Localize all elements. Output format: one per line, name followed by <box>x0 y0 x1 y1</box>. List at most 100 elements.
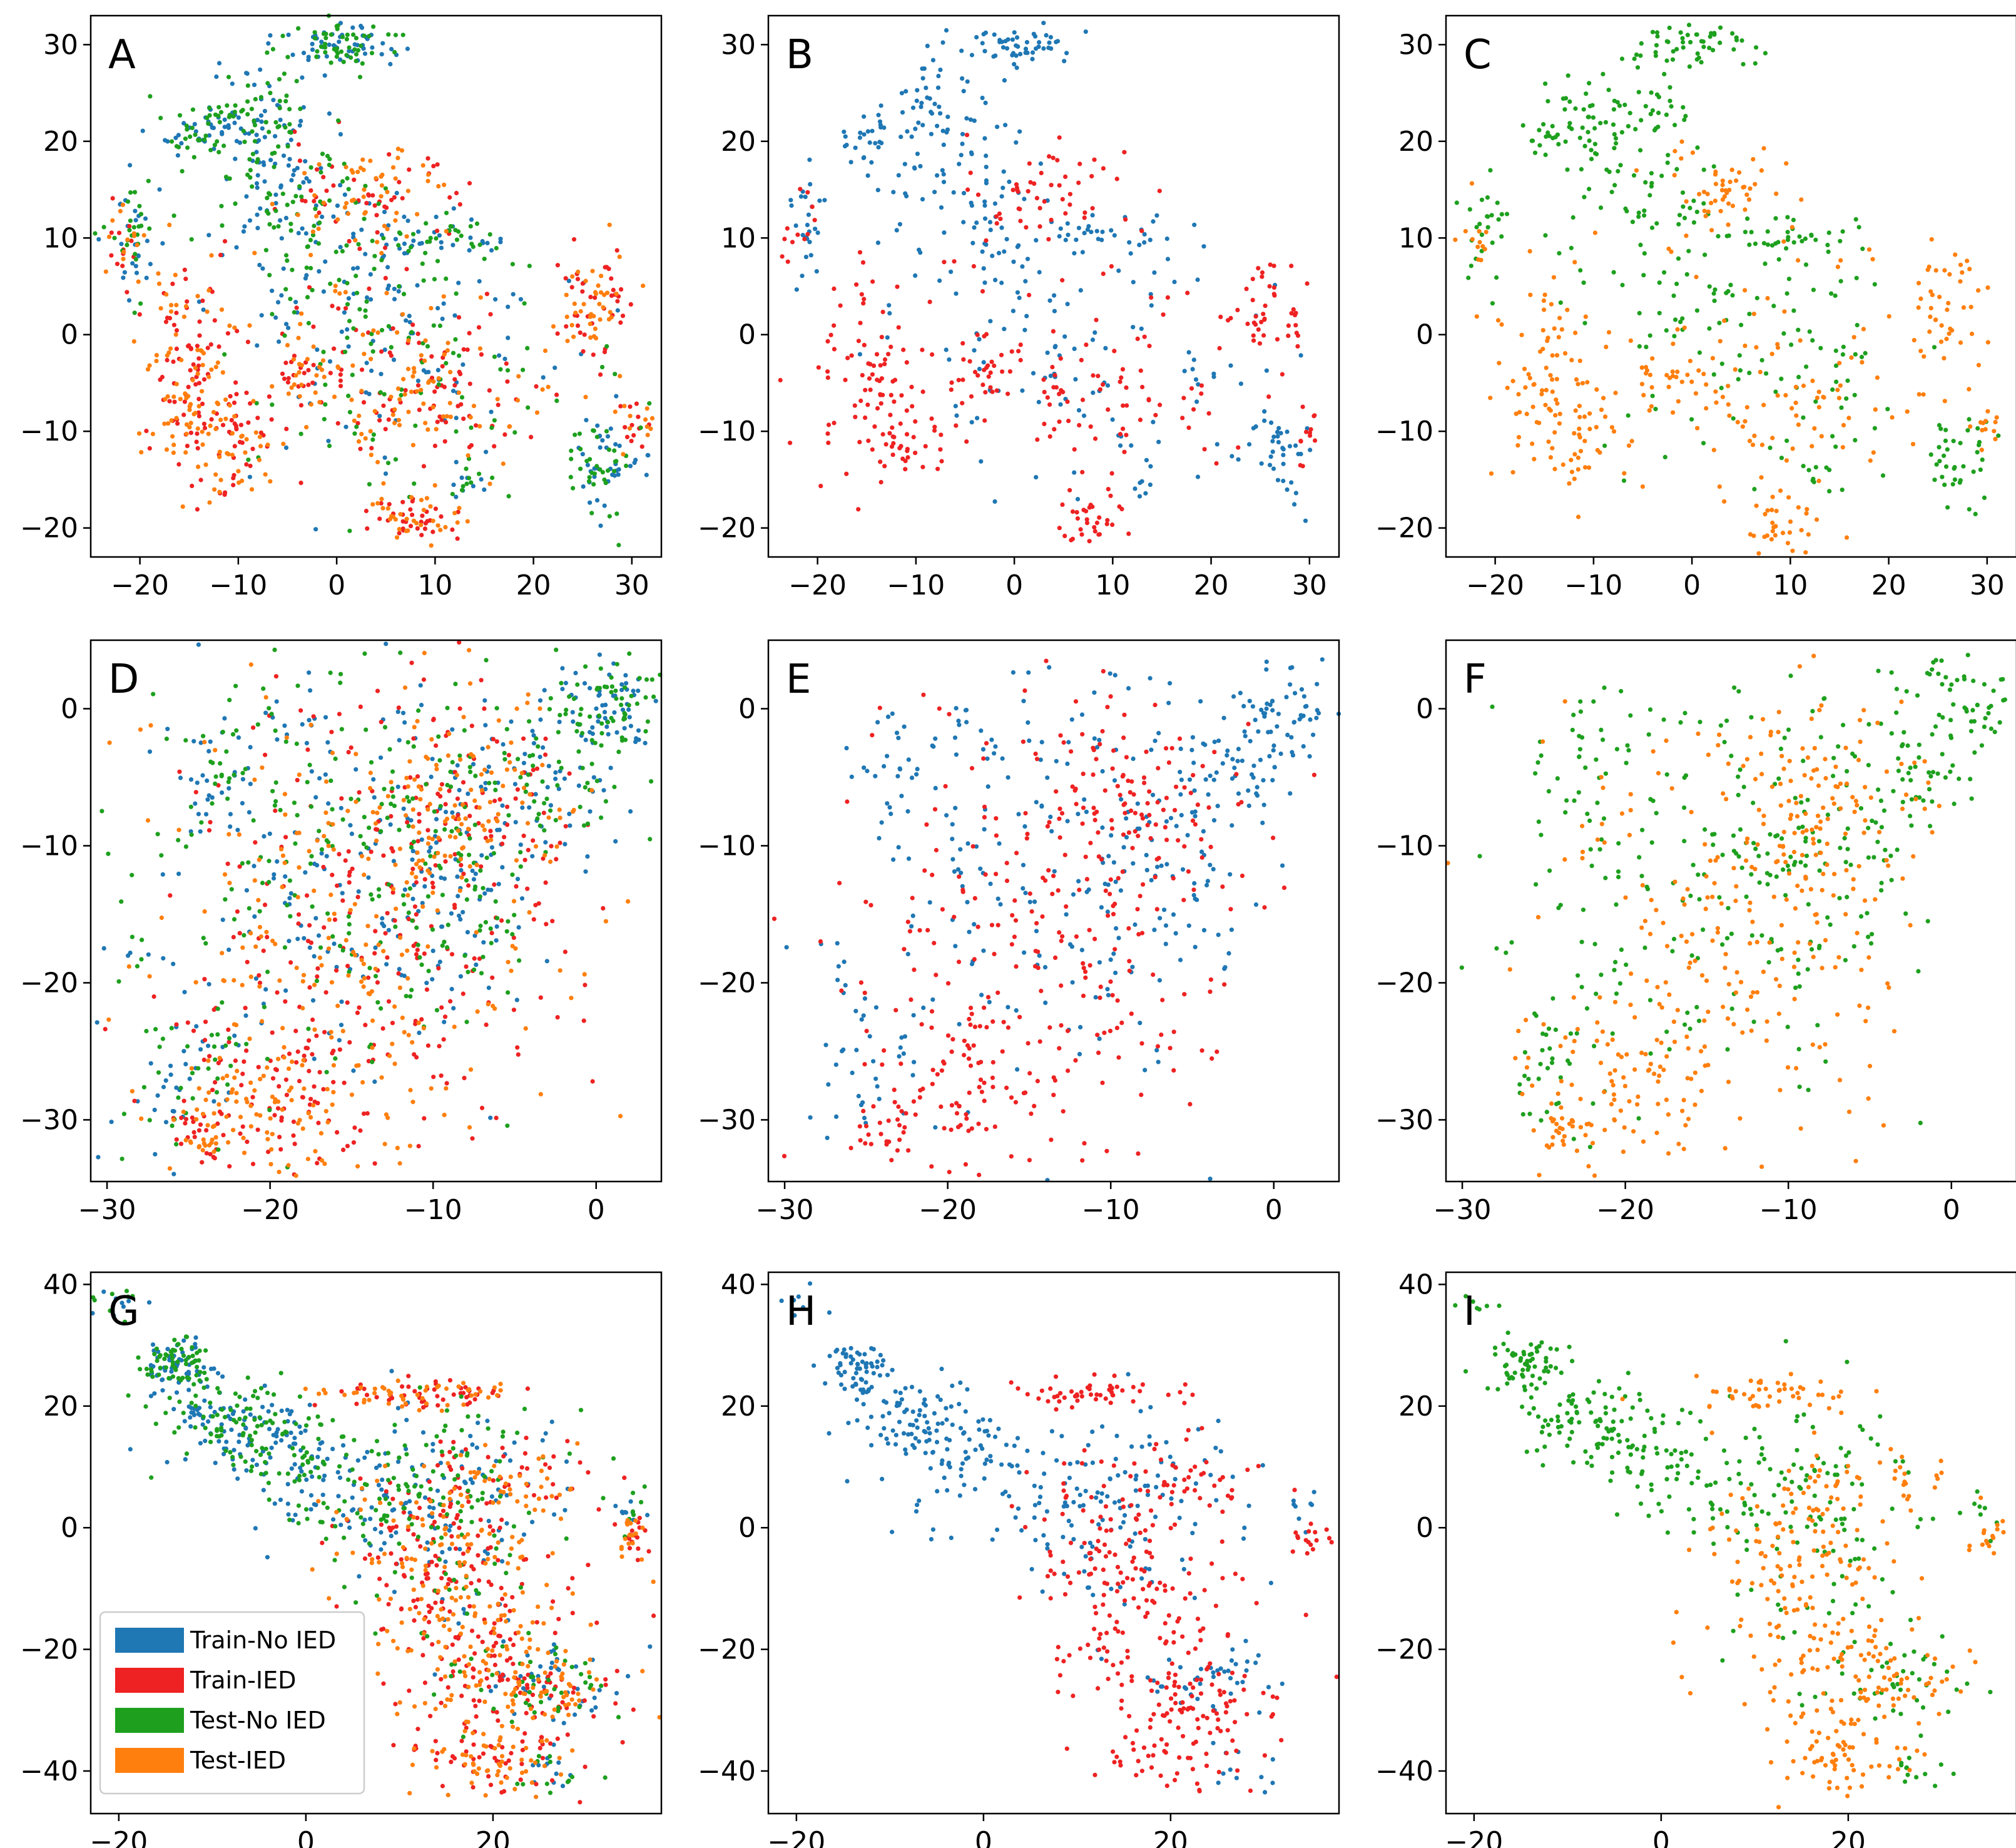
point-test-no-ied <box>629 693 634 698</box>
point-train-ied <box>244 1048 249 1053</box>
point-train-ied <box>489 931 494 936</box>
point-test-ied <box>354 752 359 757</box>
point-train-no-ied <box>291 172 296 178</box>
point-train-no-ied <box>1086 224 1091 229</box>
point-train-no-ied <box>407 314 412 319</box>
point-test-no-ied <box>345 280 350 286</box>
point-test-ied <box>1497 360 1502 365</box>
point-test-no-ied <box>421 278 426 283</box>
point-test-no-ied <box>220 730 225 735</box>
point-test-no-ied <box>219 773 224 779</box>
point-test-no-ied <box>382 725 388 730</box>
point-train-no-ied <box>303 870 308 875</box>
point-test-ied <box>349 1092 355 1097</box>
point-test-ied <box>156 281 162 286</box>
point-test-no-ied <box>254 401 259 406</box>
point-train-no-ied <box>198 829 203 834</box>
point-train-ied <box>343 858 348 863</box>
point-train-no-ied <box>96 1155 101 1160</box>
point-train-ied <box>332 346 337 351</box>
point-test-no-ied <box>272 803 277 808</box>
point-train-no-ied <box>1189 747 1194 753</box>
point-test-ied <box>130 1089 135 1094</box>
point-train-no-ied <box>255 225 260 230</box>
point-train-no-ied <box>1264 368 1269 373</box>
point-train-no-ied <box>306 54 311 59</box>
point-test-ied <box>280 884 285 889</box>
point-train-no-ied <box>369 297 374 302</box>
point-test-ied <box>212 487 217 492</box>
point-test-no-ied <box>280 191 285 197</box>
point-train-ied <box>1063 174 1068 179</box>
point-train-no-ied <box>1187 777 1193 782</box>
point-test-ied <box>1835 264 1840 269</box>
point-test-ied <box>232 414 237 419</box>
point-train-no-ied <box>419 703 424 708</box>
point-train-no-ied <box>1278 431 1283 436</box>
point-test-no-ied <box>355 48 361 53</box>
point-test-no-ied <box>1942 482 1947 488</box>
point-test-no-ied <box>450 491 455 497</box>
x-tick-label: 0 <box>1683 569 1701 601</box>
point-train-ied <box>880 309 885 315</box>
point-train-no-ied <box>1094 228 1099 233</box>
point-test-no-ied <box>1701 167 1706 172</box>
point-test-no-ied <box>599 743 604 748</box>
point-train-ied <box>1018 357 1023 363</box>
point-train-ied <box>302 370 307 375</box>
point-test-ied <box>1950 328 1955 333</box>
point-test-ied <box>375 330 380 335</box>
point-train-no-ied <box>1072 470 1077 475</box>
point-test-ied <box>422 358 427 364</box>
point-test-ied <box>248 662 253 667</box>
point-train-no-ied <box>1270 439 1275 444</box>
point-test-ied <box>326 936 331 941</box>
point-train-ied <box>1186 425 1191 431</box>
point-test-ied <box>1544 365 1549 370</box>
point-train-no-ied <box>1281 452 1286 457</box>
point-test-no-ied <box>225 103 230 108</box>
point-test-ied <box>468 415 473 420</box>
point-test-ied <box>1587 426 1592 432</box>
point-train-no-ied <box>278 218 283 223</box>
point-train-ied <box>196 380 201 385</box>
point-train-ied <box>1289 311 1294 316</box>
point-test-ied <box>1793 401 1798 406</box>
point-test-ied <box>1639 382 1644 387</box>
point-train-ied <box>795 232 800 237</box>
point-test-ied <box>1689 379 1694 384</box>
point-train-ied <box>423 521 428 526</box>
point-test-ied <box>356 439 362 444</box>
point-test-ied <box>193 365 198 370</box>
point-train-ied <box>564 324 569 329</box>
point-train-no-ied <box>355 265 360 270</box>
point-train-ied <box>343 306 349 311</box>
point-train-no-ied <box>254 150 259 155</box>
point-test-ied <box>222 872 228 877</box>
point-test-ied <box>201 1141 206 1146</box>
point-train-ied <box>195 507 200 512</box>
point-train-ied <box>171 359 176 364</box>
point-test-no-ied <box>288 297 293 302</box>
point-train-ied <box>277 1135 282 1140</box>
point-train-no-ied <box>483 780 488 785</box>
point-test-ied <box>392 421 397 426</box>
point-train-no-ied <box>817 198 822 203</box>
point-train-no-ied <box>247 218 253 223</box>
point-train-ied <box>629 422 634 427</box>
point-train-no-ied <box>913 273 918 278</box>
point-test-ied <box>402 392 407 397</box>
point-test-ied <box>1744 405 1749 410</box>
point-train-no-ied <box>322 73 327 78</box>
point-test-no-ied <box>453 337 458 342</box>
point-train-no-ied <box>1270 778 1275 783</box>
point-test-no-ied <box>523 789 528 794</box>
point-test-ied <box>482 767 487 772</box>
point-train-no-ied <box>1072 251 1077 256</box>
point-train-no-ied <box>319 214 325 220</box>
point-test-no-ied <box>216 1147 221 1152</box>
point-train-no-ied <box>346 344 351 349</box>
point-test-ied <box>221 978 227 983</box>
point-test-no-ied <box>542 800 547 806</box>
point-test-ied <box>379 1075 384 1080</box>
